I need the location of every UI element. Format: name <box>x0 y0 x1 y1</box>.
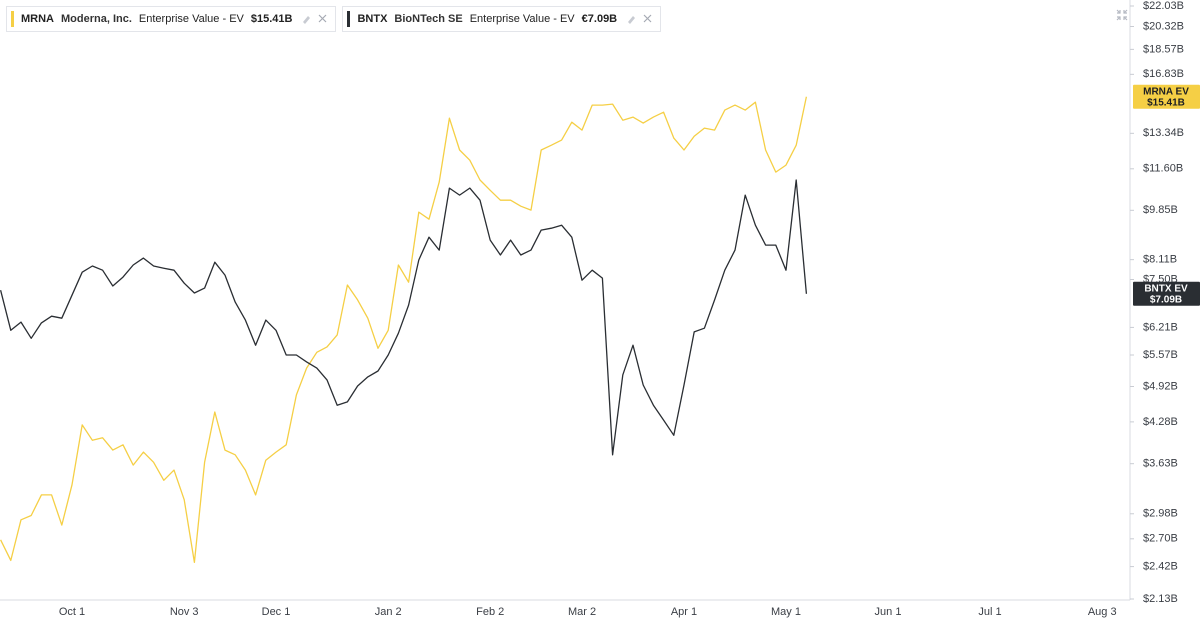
x-tick-label: Aug 3 <box>1088 606 1117 618</box>
legend-color <box>11 11 14 27</box>
y-tick-label: $4.28B <box>1143 416 1178 428</box>
y-tick-label: $4.92B <box>1143 380 1178 392</box>
x-tick-label: Mar 2 <box>568 606 596 618</box>
y-tick-label: $16.83B <box>1143 68 1184 80</box>
price-tag: MRNA EV$15.41B <box>1133 84 1200 109</box>
x-tick-label: Jul 1 <box>978 606 1001 618</box>
x-tick-label: Jun 1 <box>875 606 902 618</box>
y-tick-label: $6.21B <box>1143 321 1178 333</box>
x-tick-label: Jan 2 <box>375 606 402 618</box>
legend-metric: Enterprise Value - EV <box>138 13 244 25</box>
price-tag-value: $15.41B <box>1147 97 1185 108</box>
legend-color <box>347 11 351 27</box>
x-tick-label: May 1 <box>771 606 801 618</box>
y-tick-label: $2.13B <box>1143 593 1178 605</box>
x-tick-label: Nov 3 <box>170 606 199 618</box>
price-tag: BNTX EV$7.09B <box>1133 281 1200 306</box>
price-tag-box <box>1133 281 1200 306</box>
price-tag-name: BNTX EV <box>1144 283 1188 294</box>
legend: MRNA Moderna, Inc. Enterprise Value - EV $1… <box>6 6 662 32</box>
x-tick-label: Dec 1 <box>262 606 291 618</box>
series-line <box>0 179 808 456</box>
y-tick-label: $9.85B <box>1143 204 1178 216</box>
legend-value: $15.41B <box>250 13 293 25</box>
y-tick-label: $13.34B <box>1143 127 1184 139</box>
y-tick-label: $3.63B <box>1143 458 1178 470</box>
y-tick-label: $5.57B <box>1143 349 1178 361</box>
y-tick-label: $2.42B <box>1143 561 1178 573</box>
series-line <box>0 96 808 564</box>
price-tag-value: $7.09B <box>1150 294 1182 305</box>
legend-ticker: MRNA <box>21 13 54 25</box>
x-tick-label: Oct 1 <box>59 606 85 618</box>
expand-icon[interactable] <box>1116 9 1128 21</box>
y-tick-label: $20.32B <box>1143 20 1184 32</box>
legend-ticker: BNTX <box>357 13 388 25</box>
legend-icons[interactable] <box>299 13 329 25</box>
y-tick-label: $8.11B <box>1143 254 1177 266</box>
legend-metric: Enterprise Value - EV <box>469 13 575 25</box>
legend-entry: BNTX BioNTech SE Enterprise Value - EV €7.0… <box>342 6 662 32</box>
price-tag-name: MRNA EV <box>1143 86 1189 97</box>
y-tick-label: $11.60B <box>1143 163 1183 175</box>
legend-icons[interactable] <box>624 13 654 25</box>
legend-entry: MRNA Moderna, Inc. Enterprise Value - EV $1… <box>6 6 337 32</box>
legend-company: BioNTech SE <box>394 13 463 25</box>
y-tick-label: $18.57B <box>1143 43 1184 55</box>
y-tick-label: $22.03B <box>1143 0 1184 12</box>
x-tick-label: Feb 2 <box>476 606 504 618</box>
price-tag-box <box>1133 84 1200 109</box>
x-tick-label: Apr 1 <box>671 606 697 618</box>
legend-value: €7.09B <box>581 13 618 25</box>
y-tick-label: $2.70B <box>1143 533 1178 545</box>
y-tick-label: $2.98B <box>1143 508 1178 520</box>
legend-company: Moderna, Inc. <box>61 13 132 25</box>
